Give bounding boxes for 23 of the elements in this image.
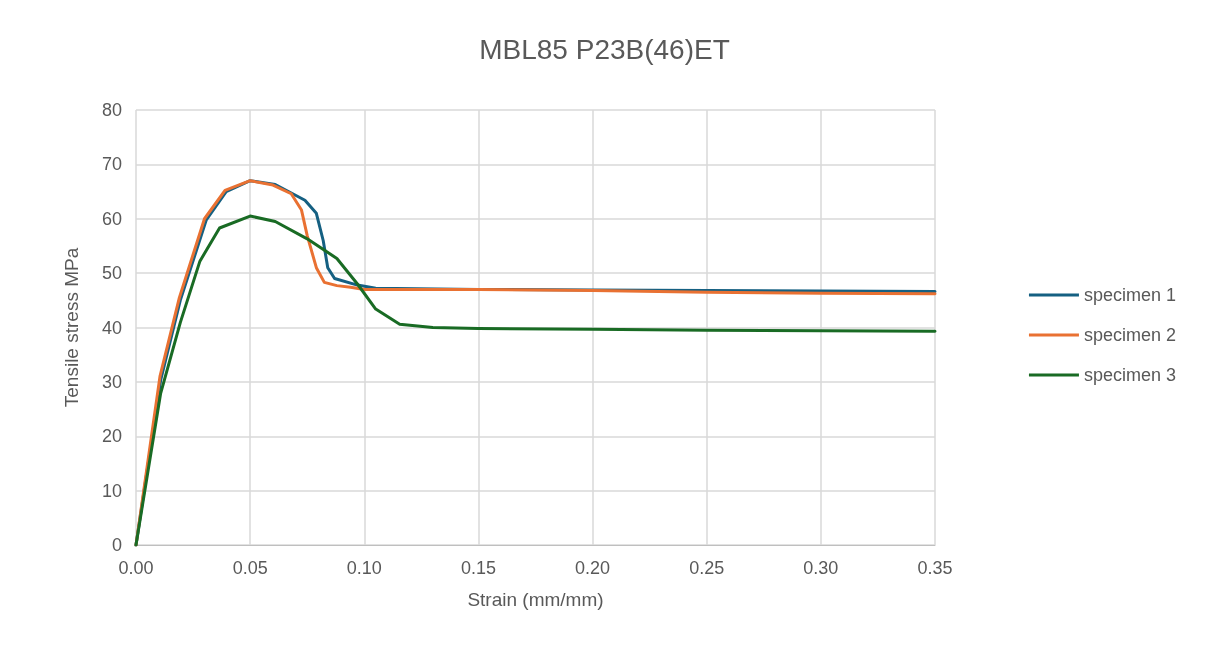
x-tick-label: 0.35 [917,558,953,578]
y-tick-label: 50 [101,263,122,284]
legend-label: specimen 1 [1083,285,1177,305]
x-tick-label: 0.30 [803,558,839,578]
y-tick-label: 10 [101,480,122,501]
legend-label: specimen 3 [1083,365,1177,385]
y-tick-label: 80 [101,100,122,120]
legend-label: specimen 2 [1083,325,1177,345]
x-tick-label: 0.10 [346,558,382,578]
y-tick-label: 70 [101,154,122,175]
x-axis-title: Strain (mm/mm) [467,589,604,610]
y-axis-title: Tensile stress MPa [61,247,82,408]
x-tick-label: 0.15 [460,558,496,578]
y-tick-label: 60 [101,208,122,229]
x-tick-label: 0.20 [575,558,611,578]
y-tick-label: 20 [101,426,122,447]
y-tick-label: 30 [101,371,122,392]
chart-title: MBL85 P23B(46)ET [479,33,730,65]
x-tick-label: 0.00 [118,558,154,578]
y-tick-label: 40 [101,317,122,338]
x-tick-label: 0.05 [232,558,268,578]
x-tick-label: 0.25 [689,558,725,578]
y-tick-label: 0 [111,535,122,555]
